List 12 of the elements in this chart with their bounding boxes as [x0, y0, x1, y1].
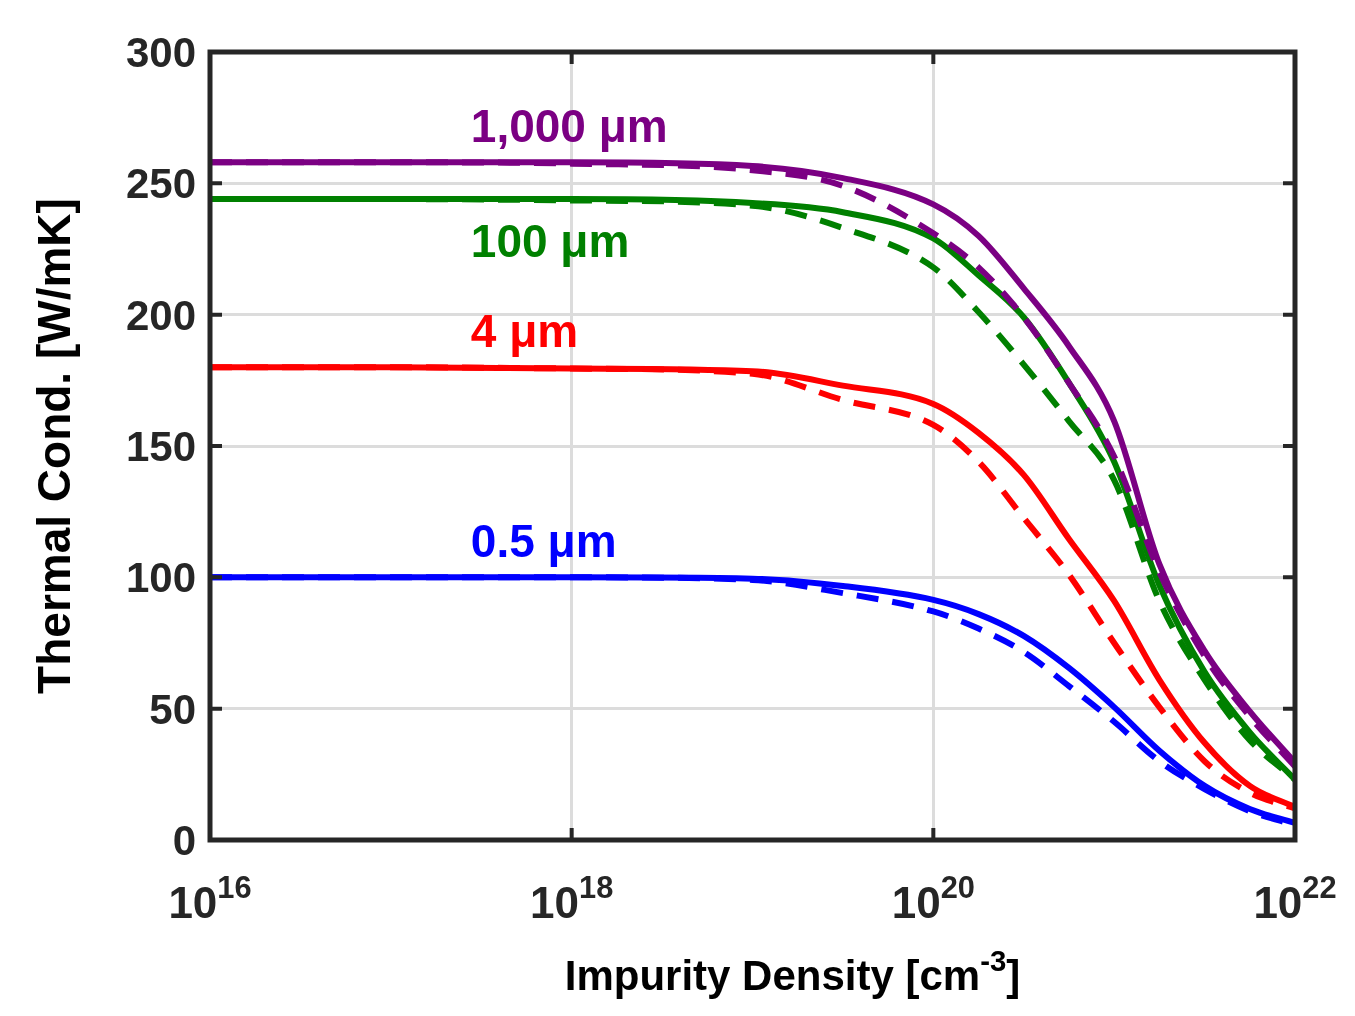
y-tick-label: 150 — [125, 423, 196, 470]
y-axis-title: Thermal Cond. [W/mK] — [28, 198, 80, 694]
series-label: 1,000 μm — [470, 100, 668, 153]
y-tick-label: 200 — [125, 291, 196, 339]
y-tick-label: 0 — [172, 817, 196, 864]
y-tick-label: 300 — [125, 29, 196, 76]
y-tick-label: 100 — [125, 554, 196, 602]
series-label: 0.5 μm — [470, 515, 617, 568]
y-tick-label: 50 — [149, 685, 196, 733]
y-tick-label: 250 — [125, 160, 196, 208]
series-label: 4 μm — [470, 305, 579, 358]
series-label: 100 μm — [470, 215, 630, 268]
